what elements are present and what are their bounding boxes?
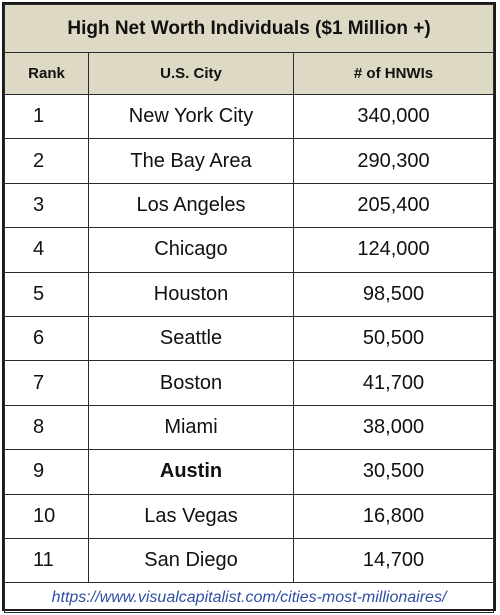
rank-cell: 5 bbox=[4, 271, 89, 317]
city-cell: Los Angeles bbox=[88, 182, 294, 229]
rank-cell: 9 bbox=[4, 449, 89, 495]
table-row: 2 The Bay Area 290,300 bbox=[4, 138, 494, 184]
city-cell: Boston bbox=[88, 360, 294, 406]
count-header: # of HNWIs bbox=[293, 52, 494, 95]
table-row: 1 New York City 340,000 bbox=[4, 93, 494, 140]
rank-cell: 10 bbox=[4, 493, 89, 539]
city-cell: Chicago bbox=[88, 227, 294, 273]
table-row: 11 San Diego 14,700 bbox=[4, 537, 494, 584]
city-cell: San Diego bbox=[88, 537, 294, 584]
city-cell: The Bay Area bbox=[88, 138, 294, 184]
city-cell: Seattle bbox=[88, 315, 294, 362]
rank-cell: 1 bbox=[4, 93, 89, 140]
count-cell: 41,700 bbox=[293, 360, 494, 406]
table-row: 8 Miami 38,000 bbox=[4, 404, 494, 451]
rank-cell: 2 bbox=[4, 138, 89, 184]
table-row: 9 Austin 30,500 bbox=[4, 449, 494, 495]
source-link[interactable]: https://www.visualcapitalist.com/cities-… bbox=[51, 588, 447, 606]
city-cell: Las Vegas bbox=[88, 493, 294, 539]
count-cell: 205,400 bbox=[293, 182, 494, 229]
table-body: 1 New York City 340,000 2 The Bay Area 290,30… bbox=[4, 93, 494, 584]
rank-cell: 3 bbox=[4, 182, 89, 229]
rank-cell: 11 bbox=[4, 537, 89, 584]
count-cell: 124,000 bbox=[293, 227, 494, 273]
count-cell: 340,000 bbox=[293, 93, 494, 140]
rank-cell: 7 bbox=[4, 360, 89, 406]
rank-cell: 4 bbox=[4, 227, 89, 273]
count-cell: 98,500 bbox=[293, 271, 494, 317]
hnwi-table: High Net Worth Individuals ($1 Million +… bbox=[4, 4, 494, 614]
table-row: 4 Chicago 124,000 bbox=[4, 227, 494, 273]
count-cell: 38,000 bbox=[293, 404, 494, 451]
table-row: 7 Boston 41,700 bbox=[4, 360, 494, 406]
source-cell: https://www.visualcapitalist.com/cities-… bbox=[4, 582, 494, 614]
count-cell: 14,700 bbox=[293, 537, 494, 584]
city-cell: New York City bbox=[88, 93, 294, 140]
rank-cell: 6 bbox=[4, 315, 89, 362]
table-row: 3 Los Angeles 205,400 bbox=[4, 182, 494, 229]
count-cell: 30,500 bbox=[293, 449, 494, 495]
count-cell: 16,800 bbox=[293, 493, 494, 539]
count-cell: 290,300 bbox=[293, 138, 494, 184]
city-cell: Houston bbox=[88, 271, 294, 317]
rank-header: Rank bbox=[4, 52, 89, 95]
table-row: 10 Las Vegas 16,800 bbox=[4, 493, 494, 539]
table-row: 5 Houston 98,500 bbox=[4, 271, 494, 317]
rank-cell: 8 bbox=[4, 404, 89, 451]
city-cell: Austin bbox=[88, 449, 294, 495]
table-row: 6 Seattle 50,500 bbox=[4, 315, 494, 362]
city-cell: Miami bbox=[88, 404, 294, 451]
table-title: High Net Worth Individuals ($1 Million +… bbox=[4, 4, 494, 53]
city-header: U.S. City bbox=[88, 52, 294, 95]
count-cell: 50,500 bbox=[293, 315, 494, 362]
header-row: Rank U.S. City # of HNWIs bbox=[4, 52, 494, 95]
